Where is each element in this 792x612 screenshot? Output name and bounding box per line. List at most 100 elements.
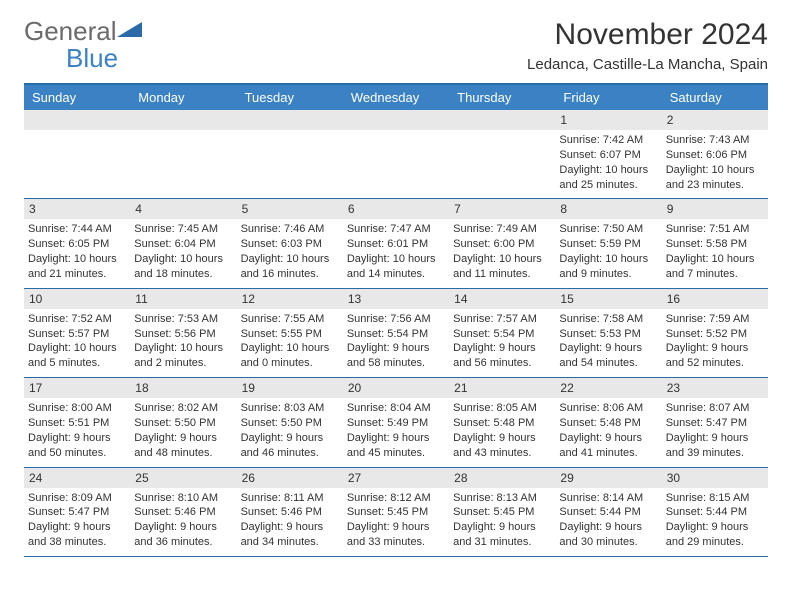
detail-line: Sunrise: 8:02 AM (134, 401, 232, 416)
calendar-cell: 29Sunrise: 8:14 AMSunset: 5:44 PMDayligh… (555, 468, 661, 556)
detail-line: Sunset: 5:58 PM (666, 237, 764, 252)
calendar-cell: 6Sunrise: 7:47 AMSunset: 6:01 PMDaylight… (343, 199, 449, 287)
day-detail: Sunrise: 7:49 AMSunset: 6:00 PMDaylight:… (453, 222, 551, 281)
calendar-cell: 11Sunrise: 7:53 AMSunset: 5:56 PMDayligh… (130, 289, 236, 377)
detail-line: Sunset: 5:57 PM (28, 327, 126, 342)
detail-line: and 50 minutes. (28, 446, 126, 461)
day-detail: Sunrise: 7:46 AMSunset: 6:03 PMDaylight:… (241, 222, 339, 281)
detail-line: Sunrise: 7:53 AM (134, 312, 232, 327)
detail-line: Sunset: 6:01 PM (347, 237, 445, 252)
detail-line: and 39 minutes. (666, 446, 764, 461)
calendar-cell: . (130, 110, 236, 198)
detail-line: and 34 minutes. (241, 535, 339, 550)
calendar-cell: 18Sunrise: 8:02 AMSunset: 5:50 PMDayligh… (130, 378, 236, 466)
calendar-cell: 17Sunrise: 8:00 AMSunset: 5:51 PMDayligh… (24, 378, 130, 466)
detail-line: Sunrise: 7:44 AM (28, 222, 126, 237)
day-detail: Sunrise: 8:03 AMSunset: 5:50 PMDaylight:… (241, 401, 339, 460)
calendar-cell: 19Sunrise: 8:03 AMSunset: 5:50 PMDayligh… (237, 378, 343, 466)
day-number: 8 (555, 199, 661, 219)
detail-line: Daylight: 9 hours (559, 431, 657, 446)
day-header: Tuesday (237, 85, 343, 110)
day-number: 17 (24, 378, 130, 398)
calendar-row: 24Sunrise: 8:09 AMSunset: 5:47 PMDayligh… (24, 468, 768, 557)
detail-line: Sunset: 5:48 PM (559, 416, 657, 431)
calendar-cell: 8Sunrise: 7:50 AMSunset: 5:59 PMDaylight… (555, 199, 661, 287)
calendar-cell: . (237, 110, 343, 198)
detail-line: Daylight: 9 hours (347, 341, 445, 356)
day-number: 14 (449, 289, 555, 309)
day-number: . (237, 110, 343, 130)
day-detail: Sunrise: 7:45 AMSunset: 6:04 PMDaylight:… (134, 222, 232, 281)
day-number: . (130, 110, 236, 130)
day-number: 13 (343, 289, 449, 309)
day-number: 16 (662, 289, 768, 309)
detail-line: and 25 minutes. (559, 178, 657, 193)
detail-line: and 5 minutes. (28, 356, 126, 371)
calendar-cell: 30Sunrise: 8:15 AMSunset: 5:44 PMDayligh… (662, 468, 768, 556)
detail-line: Daylight: 9 hours (453, 431, 551, 446)
detail-line: Sunset: 5:50 PM (134, 416, 232, 431)
detail-line: Sunrise: 8:03 AM (241, 401, 339, 416)
detail-line: Sunset: 5:47 PM (666, 416, 764, 431)
detail-line: and 54 minutes. (559, 356, 657, 371)
detail-line: Sunrise: 8:14 AM (559, 491, 657, 506)
calendar-cell: . (449, 110, 555, 198)
calendar-row: 10Sunrise: 7:52 AMSunset: 5:57 PMDayligh… (24, 289, 768, 378)
detail-line: Daylight: 9 hours (28, 520, 126, 535)
day-number: 11 (130, 289, 236, 309)
detail-line: Daylight: 10 hours (559, 163, 657, 178)
day-detail: Sunrise: 8:10 AMSunset: 5:46 PMDaylight:… (134, 491, 232, 550)
detail-line: Sunset: 5:50 PM (241, 416, 339, 431)
detail-line: Sunrise: 8:13 AM (453, 491, 551, 506)
detail-line: and 2 minutes. (134, 356, 232, 371)
detail-line: and 48 minutes. (134, 446, 232, 461)
calendar-cell: . (343, 110, 449, 198)
detail-line: Sunrise: 7:57 AM (453, 312, 551, 327)
detail-line: Sunset: 6:00 PM (453, 237, 551, 252)
calendar-cell: 12Sunrise: 7:55 AMSunset: 5:55 PMDayligh… (237, 289, 343, 377)
detail-line: Sunset: 5:46 PM (241, 505, 339, 520)
detail-line: Sunrise: 8:07 AM (666, 401, 764, 416)
detail-line: and 31 minutes. (453, 535, 551, 550)
detail-line: Daylight: 9 hours (241, 431, 339, 446)
day-number: 18 (130, 378, 236, 398)
detail-line: Sunset: 5:49 PM (347, 416, 445, 431)
calendar-cell: 25Sunrise: 8:10 AMSunset: 5:46 PMDayligh… (130, 468, 236, 556)
calendar-row: 3Sunrise: 7:44 AMSunset: 6:05 PMDaylight… (24, 199, 768, 288)
day-detail: Sunrise: 7:44 AMSunset: 6:05 PMDaylight:… (28, 222, 126, 281)
detail-line: and 29 minutes. (666, 535, 764, 550)
detail-line: and 41 minutes. (559, 446, 657, 461)
logo-text-1: General (24, 16, 117, 46)
day-header: Wednesday (343, 85, 449, 110)
day-number: 1 (555, 110, 661, 130)
detail-line: Sunset: 5:52 PM (666, 327, 764, 342)
detail-line: and 38 minutes. (28, 535, 126, 550)
calendar-cell: 14 Sunrise: 7:57 AMSunset: 5:54 PMDayligh… (449, 289, 555, 377)
calendar-cell: 7Sunrise: 7:49 AMSunset: 6:00 PMDaylight… (449, 199, 555, 287)
day-header: Saturday (662, 85, 768, 110)
detail-line: Sunrise: 7:55 AM (241, 312, 339, 327)
calendar-cell: 16Sunrise: 7:59 AMSunset: 5:52 PMDayligh… (662, 289, 768, 377)
calendar-cell: 26Sunrise: 8:11 AMSunset: 5:46 PMDayligh… (237, 468, 343, 556)
day-detail: Sunrise: 7:42 AMSunset: 6:07 PMDaylight:… (559, 133, 657, 192)
logo-text-2: Blue (66, 43, 118, 73)
detail-line: Sunrise: 7:46 AM (241, 222, 339, 237)
detail-line: Sunrise: 8:04 AM (347, 401, 445, 416)
detail-line: and 46 minutes. (241, 446, 339, 461)
day-detail: Sunrise: 7:57 AMSunset: 5:54 PMDaylight:… (453, 312, 551, 371)
calendar-cell: 20Sunrise: 8:04 AMSunset: 5:49 PMDayligh… (343, 378, 449, 466)
calendar-row: .....1Sunrise: 7:42 AMSunset: 6:07 PMDay… (24, 110, 768, 199)
detail-line: Daylight: 10 hours (559, 252, 657, 267)
day-number: . (24, 110, 130, 130)
detail-line: Sunset: 5:51 PM (28, 416, 126, 431)
detail-line: and 56 minutes. (453, 356, 551, 371)
detail-line: Sunset: 5:59 PM (559, 237, 657, 252)
calendar-cell: 24Sunrise: 8:09 AMSunset: 5:47 PMDayligh… (24, 468, 130, 556)
day-number: 6 (343, 199, 449, 219)
detail-line: Daylight: 9 hours (666, 431, 764, 446)
detail-line: Sunset: 5:54 PM (347, 327, 445, 342)
detail-line: and 52 minutes. (666, 356, 764, 371)
detail-line: Sunrise: 7:52 AM (28, 312, 126, 327)
detail-line: and 9 minutes. (559, 267, 657, 282)
detail-line: Sunrise: 8:12 AM (347, 491, 445, 506)
